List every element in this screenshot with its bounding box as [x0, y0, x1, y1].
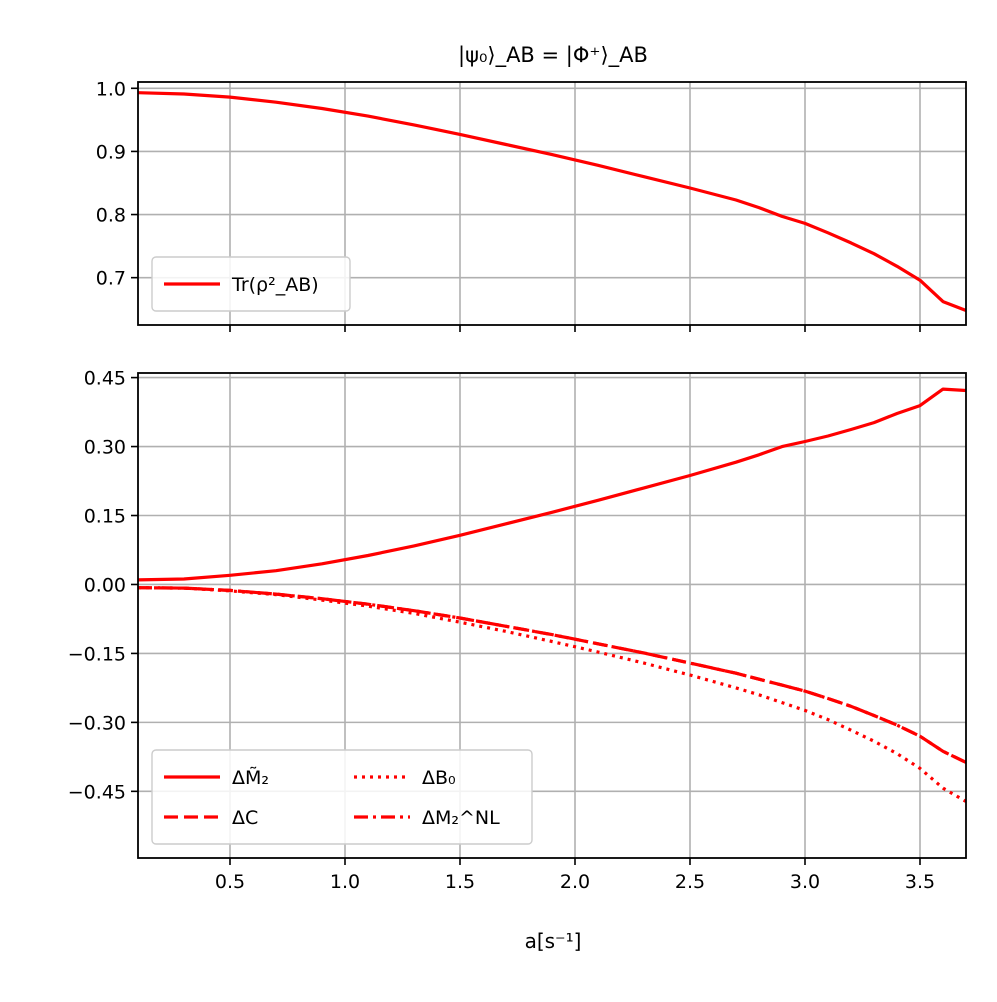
x-tick-label: 0.5: [215, 871, 245, 893]
y-tick-label: 0.30: [84, 437, 126, 459]
y-tick-label: 0.15: [84, 506, 126, 528]
plot-frame: [137, 372, 967, 859]
panel-1: 0.7 0.8 0.9 1.0 Tr(ρ²_AB): [96, 78, 967, 332]
y-tick-label: 0.45: [84, 368, 126, 390]
top-panel-title: |ψ₀⟩_AB = |Φ⁺⟩_AB: [458, 43, 648, 68]
series-line-3: [138, 586, 966, 803]
x-tick-label: 2.0: [560, 871, 590, 893]
legend-box: [151, 749, 533, 845]
y-tick-label: 0.8: [96, 205, 126, 227]
y-tick-label: −0.45: [68, 781, 126, 803]
plot-frame: [137, 81, 967, 326]
y-tick-label: −0.15: [68, 643, 126, 665]
legend-label: Tr(ρ²_AB): [231, 274, 319, 296]
y-tick-label: 0.9: [96, 141, 126, 163]
y-tick-label: −0.30: [68, 712, 126, 734]
panel-2: 0.5 1.0 1.5 2.0 2.5 3.0 3.5 0.45 0.30 0.15 0.00 −0.…: [68, 368, 967, 893]
x-axis-label: a[s⁻¹]: [525, 929, 582, 953]
legend-box: [151, 256, 351, 312]
x-tick-label: 3.5: [905, 871, 935, 893]
x-tick-label: 3.0: [790, 871, 820, 893]
legend-label: ΔC: [232, 807, 258, 829]
legend: ΔM̃₂ ΔC ΔB₀ ΔM₂^NL: [151, 749, 533, 845]
y-tick-label: 0.7: [96, 268, 126, 290]
legend: Tr(ρ²_AB): [151, 256, 351, 312]
x-tick-label: 1.0: [330, 871, 360, 893]
series-line-2: [138, 586, 966, 764]
legend-label: ΔM₂^NL: [422, 807, 500, 829]
y-tick-label: 1.0: [96, 78, 126, 100]
y-tick-label: 0.00: [84, 574, 126, 596]
series-line-4: [138, 586, 966, 764]
legend-label: ΔM̃₂: [232, 767, 269, 789]
legend-label: ΔB₀: [422, 767, 456, 789]
x-tick-label: 2.5: [675, 871, 705, 893]
x-tick-label: 1.5: [445, 871, 475, 893]
series-line-1: [138, 387, 966, 582]
series-line-1: [138, 91, 966, 312]
